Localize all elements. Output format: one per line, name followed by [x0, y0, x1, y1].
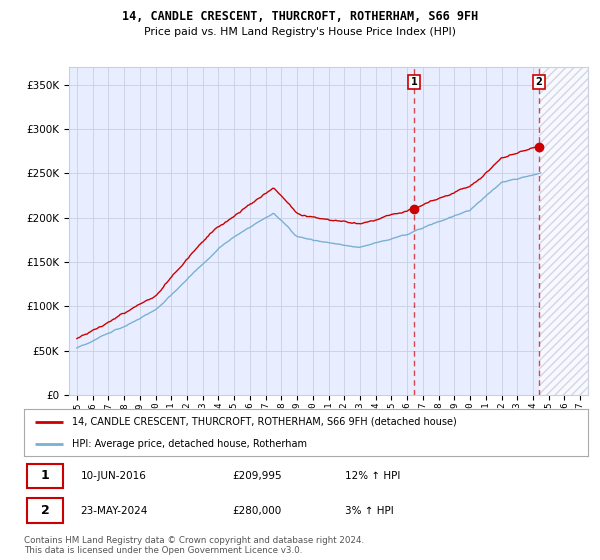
Text: £280,000: £280,000	[233, 506, 282, 516]
Text: 3% ↑ HPI: 3% ↑ HPI	[346, 506, 394, 516]
Text: 14, CANDLE CRESCENT, THURCROFT, ROTHERHAM, S66 9FH: 14, CANDLE CRESCENT, THURCROFT, ROTHERHA…	[122, 10, 478, 22]
Text: Contains HM Land Registry data © Crown copyright and database right 2024.
This d: Contains HM Land Registry data © Crown c…	[24, 536, 364, 556]
Text: 1: 1	[41, 469, 50, 482]
Text: 1: 1	[411, 77, 418, 87]
Text: £209,995: £209,995	[233, 471, 283, 481]
Text: 10-JUN-2016: 10-JUN-2016	[80, 471, 146, 481]
Text: HPI: Average price, detached house, Rotherham: HPI: Average price, detached house, Roth…	[72, 438, 307, 449]
Text: 14, CANDLE CRESCENT, THURCROFT, ROTHERHAM, S66 9FH (detached house): 14, CANDLE CRESCENT, THURCROFT, ROTHERHA…	[72, 417, 457, 427]
Bar	[539, 67, 588, 395]
Text: 23-MAY-2024: 23-MAY-2024	[80, 506, 148, 516]
FancyBboxPatch shape	[27, 464, 64, 488]
Text: 12% ↑ HPI: 12% ↑ HPI	[346, 471, 401, 481]
Text: 2: 2	[536, 77, 542, 87]
Text: 2: 2	[41, 504, 50, 517]
FancyBboxPatch shape	[27, 498, 64, 523]
Text: Price paid vs. HM Land Registry's House Price Index (HPI): Price paid vs. HM Land Registry's House …	[144, 27, 456, 37]
